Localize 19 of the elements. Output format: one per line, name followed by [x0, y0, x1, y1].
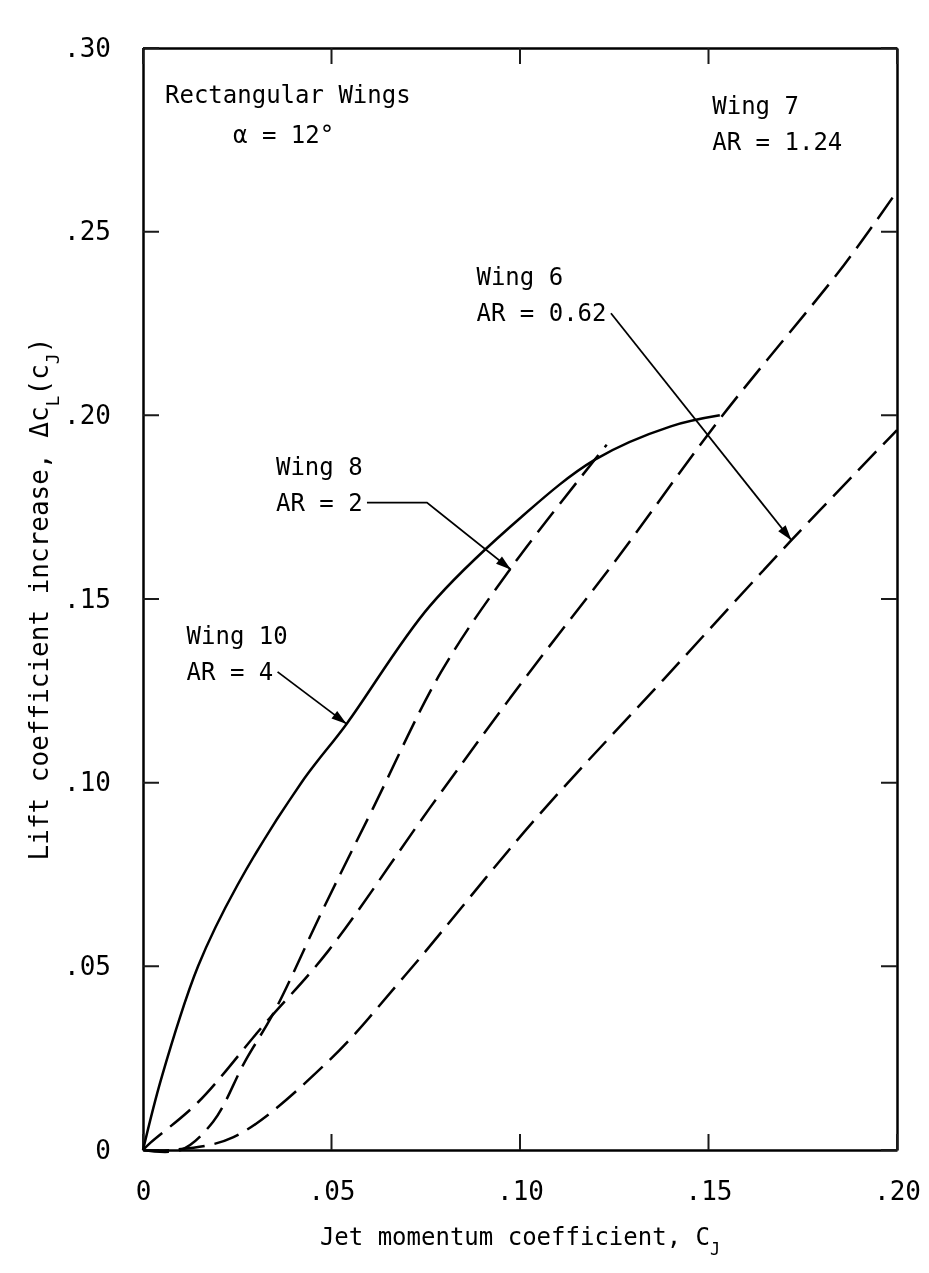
- y-tick-label: .05: [64, 951, 111, 982]
- x-tick-label: .20: [874, 1176, 921, 1207]
- x-tick-label: 0: [135, 1176, 152, 1207]
- text: α = 12°: [233, 121, 335, 149]
- y-tick-label: .15: [64, 583, 111, 614]
- annotation: Wing 7 AR = 1.24: [712, 92, 843, 157]
- y-tick-label: .20: [64, 400, 111, 431]
- annotation: Wing 6 AR = 0.62: [476, 263, 607, 328]
- x-tick-label: .05: [308, 1176, 356, 1207]
- x-tick-label: .10: [497, 1176, 544, 1207]
- annotation: Wing 10 AR = 4: [186, 621, 288, 686]
- x-axis-title: Jet momentum coefficient, C$_{J}$: [319, 1223, 721, 1259]
- x-tick-label: .15: [685, 1176, 733, 1207]
- y-tick-label: .25: [64, 216, 111, 247]
- annotation: Wing 8 AR = 2: [275, 452, 363, 517]
- y-tick-label: .10: [64, 767, 111, 798]
- y-tick-label: .30: [64, 32, 111, 63]
- text: Rectangular Wings: [165, 81, 411, 109]
- y-tick-label: 0: [95, 1134, 111, 1165]
